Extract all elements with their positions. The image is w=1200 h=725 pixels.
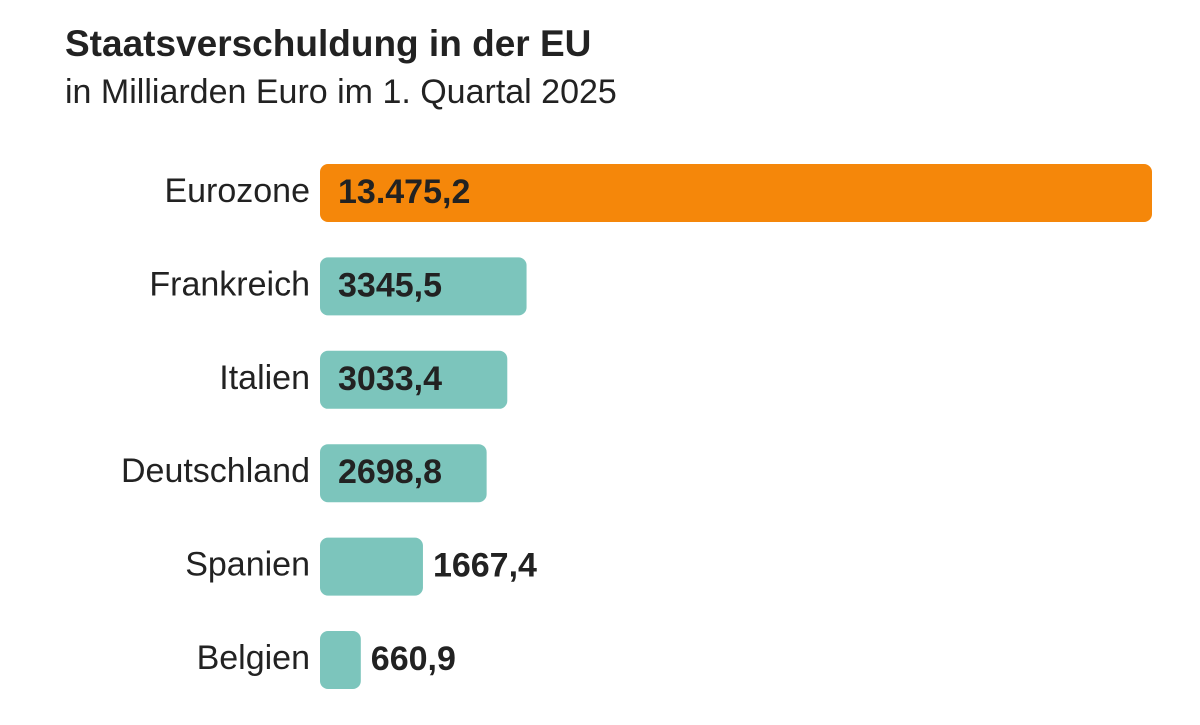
value-label: 660,9 (371, 640, 456, 678)
bar (320, 257, 527, 316)
category-label: Italien (219, 359, 310, 397)
value-label: 3033,4 (338, 360, 442, 398)
chart-title: Staatsverschuldung in der EU (65, 23, 591, 64)
category-label: Belgien (197, 639, 310, 677)
bar (320, 444, 487, 503)
category-label: Deutschland (121, 452, 310, 490)
category-label: Frankreich (149, 265, 310, 303)
value-label: 1667,4 (433, 547, 537, 585)
bar (320, 350, 508, 409)
value-label: 3345,5 (338, 266, 442, 304)
category-label: Spanien (185, 546, 310, 584)
bar (320, 164, 1152, 222)
value-label: 13.475,2 (338, 173, 470, 211)
chart-subtitle: in Milliarden Euro im 1. Quartal 2025 (65, 73, 617, 111)
value-label: 2698,8 (338, 453, 442, 491)
bar (320, 631, 361, 689)
category-label: Eurozone (164, 172, 310, 210)
bar (320, 537, 423, 596)
